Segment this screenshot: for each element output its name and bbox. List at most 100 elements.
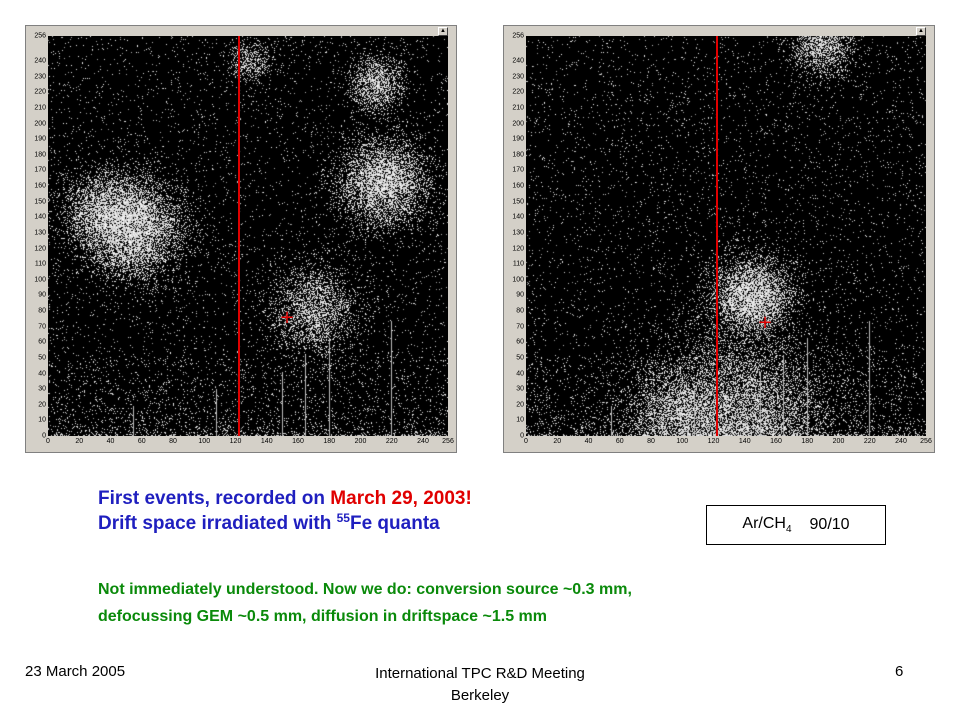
x-tick-label: 220: [863, 438, 876, 445]
y-tick-label: 160: [34, 182, 46, 190]
y-tick-label: 210: [512, 104, 524, 112]
y-tick-label: 60: [516, 338, 524, 346]
gas-mixture-box: Ar/CH4 90/10: [706, 505, 886, 545]
x-tick-label: 240: [895, 438, 907, 445]
y-tick-label: 240: [34, 57, 46, 65]
y-tick-label: 120: [34, 245, 46, 252]
cross-marker-right: +: [757, 311, 773, 333]
y-tick-label: 30: [38, 385, 46, 393]
x-tick-label: 180: [323, 438, 336, 445]
y-tick-label: 70: [38, 323, 46, 331]
y-tick-label: 130: [34, 229, 46, 237]
x-tick-label: 80: [169, 438, 177, 445]
x-tick-label: 200: [354, 438, 367, 445]
caption-line-2-prefix: Drift space irradiated with: [98, 513, 337, 534]
y-tick-label: 90: [38, 291, 46, 299]
caption-date: March 29, 2003!: [330, 488, 472, 509]
caption-line-2-suffix: Fe quanta: [349, 513, 440, 534]
y-tick-label: 140: [512, 213, 524, 221]
slide-caption: First events, recorded on March 29, 2003…: [98, 486, 472, 536]
x-axis-left: 0 20 40 60 80 100 120 140 160 180 200 220 240 256: [46, 438, 454, 450]
x-tick-label: 180: [801, 438, 814, 445]
footer-page-number: 6: [895, 663, 904, 680]
y-tick-label: 190: [34, 135, 46, 143]
footer-date: 23 March 2005: [25, 663, 126, 680]
hit-map-left: +: [48, 36, 448, 436]
caption-line-1: First events, recorded on March 29, 2003…: [98, 486, 472, 511]
y-tick-label: 60: [38, 338, 46, 346]
y-axis-left: 0 10 20 30 40 50 60 70 80 90 100 110 120 130 140 150 160…: [26, 32, 48, 440]
y-tick-label: 180: [34, 151, 46, 159]
y-tick-label: 170: [34, 166, 46, 174]
y-axis-right: 0 10 20 30 40 50 60 70 80 90 100 110 120 130 140 150 160…: [504, 33, 526, 440]
y-tick-label: 240: [512, 57, 524, 65]
caption-line-2: Drift space irradiated with 55Fe quanta: [98, 511, 472, 536]
x-tick-label: 80: [647, 438, 655, 445]
red-marker-line-right: [715, 36, 718, 436]
y-tick-label: 10: [38, 416, 46, 424]
footer-meeting-line-1: International TPC R&D Meeting: [375, 665, 585, 682]
y-tick-label: 100: [512, 276, 524, 284]
isotope-mass-number: 55: [336, 511, 350, 525]
y-tick-label: 110: [34, 260, 46, 268]
y-tick-label: 50: [516, 354, 524, 362]
y-tick-label: 90: [516, 291, 524, 299]
footer-meeting-line-2: Berkeley: [450, 687, 510, 704]
x-tick-label: 20: [75, 438, 84, 445]
detector-image-panel-left: 0 10 20 30 40 50 60 70 80 90 100 110 120 130 140 150 160…: [25, 25, 457, 453]
y-tick-label: 230: [512, 73, 524, 81]
detector-image-panel-right: 0 10 20 30 40 50 60 70 80 90 100 110 120 130 140 150 160…: [503, 25, 935, 453]
x-tick-label: 256: [442, 438, 454, 445]
note-line-1: Not immediately understood. Now we do: c…: [98, 581, 632, 598]
y-tick-label: 40: [516, 370, 524, 377]
x-tick-label: 100: [676, 438, 689, 445]
x-tick-label: 100: [198, 438, 211, 445]
y-tick-label: 80: [38, 307, 46, 315]
hit-map-canvas-right: [526, 36, 926, 436]
y-tick-label: 200: [512, 120, 524, 127]
scroll-up-button-right[interactable]: ▲: [916, 27, 926, 36]
y-tick-label: 110: [512, 260, 524, 268]
x-tick-label: 20: [553, 438, 562, 445]
y-tick-label: 190: [512, 135, 524, 143]
x-tick-label: 220: [385, 438, 398, 445]
y-tick-label: 10: [516, 416, 524, 424]
y-tick-label: 50: [38, 354, 46, 362]
hit-map-canvas-left: [48, 36, 448, 436]
y-tick-label: 140: [34, 213, 46, 221]
footer-meeting: International TPC R&D Meeting Berkeley: [300, 663, 660, 707]
note-line-2: defocussing GEM ~0.5 mm, diffusion in dr…: [98, 608, 547, 625]
y-tick-label: 20: [516, 401, 524, 409]
scroll-up-button-left[interactable]: ▲: [438, 27, 448, 36]
y-tick-label: 256: [34, 32, 46, 40]
y-tick-label: 130: [512, 229, 524, 237]
x-tick-label: 120: [229, 438, 242, 445]
y-tick-label: 230: [34, 73, 46, 81]
y-tick-label: 150: [512, 198, 524, 206]
x-tick-label: 40: [584, 438, 593, 445]
x-tick-label: 140: [738, 438, 751, 445]
y-tick-label: 40: [38, 370, 46, 377]
x-tick-label: 160: [292, 438, 304, 445]
x-tick-label: 240: [417, 438, 429, 445]
y-tick-label: 210: [34, 104, 46, 112]
gas-name-subscript: 4: [785, 524, 792, 536]
explanation-note: Not immediately understood. Now we do: c…: [98, 576, 918, 630]
gas-name-main: Ar/CH: [742, 514, 786, 532]
x-tick-label: 0: [524, 438, 528, 445]
y-tick-label: 150: [34, 198, 46, 206]
x-tick-label: 200: [832, 438, 845, 445]
red-marker-line-left: [237, 36, 240, 436]
x-tick-label: 40: [106, 438, 115, 445]
y-tick-label: 20: [38, 401, 46, 409]
y-tick-label: 30: [516, 385, 524, 393]
y-tick-label: 220: [34, 88, 46, 96]
y-tick-label: 160: [512, 182, 524, 190]
y-tick-label: 0: [520, 432, 524, 440]
x-tick-label: 160: [770, 438, 782, 445]
gas-name: Ar/CH4: [742, 515, 791, 535]
hit-map-right: +: [526, 36, 926, 436]
y-tick-label: 120: [512, 245, 524, 252]
x-tick-label: 60: [137, 438, 146, 445]
x-tick-label: 140: [260, 438, 273, 445]
